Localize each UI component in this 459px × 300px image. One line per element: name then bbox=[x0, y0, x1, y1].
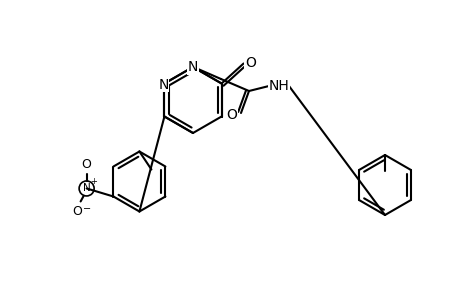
Text: +: + bbox=[90, 177, 97, 186]
Text: −: − bbox=[82, 205, 90, 214]
Text: N: N bbox=[158, 77, 168, 92]
Text: O: O bbox=[73, 205, 82, 218]
Text: N: N bbox=[83, 184, 90, 194]
Text: O: O bbox=[82, 158, 91, 171]
Text: N: N bbox=[187, 60, 198, 74]
Text: O: O bbox=[245, 56, 256, 70]
Text: O: O bbox=[226, 108, 237, 122]
Text: NH: NH bbox=[268, 79, 289, 93]
